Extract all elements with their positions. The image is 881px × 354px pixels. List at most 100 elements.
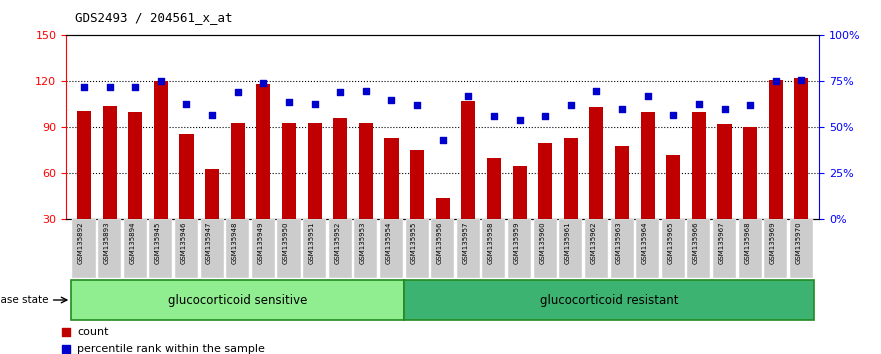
Text: GSM135951: GSM135951 (308, 221, 315, 264)
Bar (743, 127, 757, 219)
Text: GSM135962: GSM135962 (590, 221, 596, 264)
Bar (180, 133, 194, 219)
Point (333, 90, 347, 95)
Bar (615, 146, 629, 219)
Bar (487, 158, 501, 219)
Bar (713, 219, 736, 278)
Bar (764, 219, 788, 278)
Text: GSM135956: GSM135956 (437, 221, 443, 264)
Text: count: count (78, 327, 108, 337)
Text: glucocorticoid sensitive: glucocorticoid sensitive (168, 293, 307, 307)
Bar (102, 106, 116, 219)
Text: GSM135963: GSM135963 (616, 221, 622, 264)
Text: GSM135954: GSM135954 (386, 221, 391, 264)
Text: GDS2493 / 204561_x_at: GDS2493 / 204561_x_at (75, 11, 233, 24)
Point (282, 99, 296, 104)
Text: glucocorticoid resistant: glucocorticoid resistant (540, 293, 678, 307)
Point (307, 101, 322, 106)
Text: GSM135893: GSM135893 (104, 221, 109, 264)
Bar (205, 169, 219, 219)
Bar (534, 219, 557, 278)
Point (462, 93, 476, 99)
Point (769, 79, 783, 84)
Point (538, 114, 552, 119)
Point (351, 132, 365, 138)
Point (231, 90, 245, 95)
Bar (226, 219, 249, 278)
Bar (256, 85, 270, 219)
Bar (154, 81, 168, 219)
Bar (513, 166, 527, 219)
Point (513, 117, 527, 123)
Bar (405, 219, 429, 278)
Bar (611, 219, 633, 278)
Point (129, 84, 143, 90)
Text: GSM135966: GSM135966 (693, 221, 699, 264)
Text: GSM135957: GSM135957 (463, 221, 469, 264)
Point (351, 292, 365, 297)
Bar (123, 219, 147, 278)
Text: GSM135892: GSM135892 (78, 221, 84, 264)
Point (384, 97, 398, 103)
Bar (278, 219, 300, 278)
Text: GSM135947: GSM135947 (206, 221, 212, 264)
Text: GSM135946: GSM135946 (181, 221, 187, 264)
Bar (692, 112, 706, 219)
Bar (380, 219, 403, 278)
Point (640, 93, 655, 99)
Text: GSM135950: GSM135950 (283, 221, 289, 264)
Text: disease state: disease state (0, 295, 48, 305)
Bar (462, 101, 476, 219)
Point (666, 112, 680, 118)
Text: GSM135969: GSM135969 (770, 221, 776, 264)
Text: GSM135945: GSM135945 (155, 221, 161, 264)
Bar (483, 219, 506, 278)
Bar (538, 143, 552, 219)
Point (410, 103, 424, 108)
Text: GSM135948: GSM135948 (232, 221, 238, 264)
Point (564, 103, 578, 108)
Bar (333, 118, 347, 219)
Bar (687, 219, 710, 278)
Bar (404, 280, 814, 320)
Bar (72, 219, 95, 278)
Text: GSM135968: GSM135968 (744, 221, 750, 264)
Point (615, 106, 629, 112)
Point (435, 137, 449, 143)
Point (692, 101, 706, 106)
Point (180, 101, 194, 106)
Text: GSM135949: GSM135949 (257, 221, 263, 264)
Point (589, 88, 603, 93)
Text: GSM135894: GSM135894 (130, 221, 136, 264)
Point (256, 80, 270, 86)
Text: GSM135970: GSM135970 (796, 221, 802, 264)
Bar (738, 219, 762, 278)
Bar (307, 123, 322, 219)
Bar (231, 123, 245, 219)
Bar (282, 123, 296, 219)
Text: GSM135967: GSM135967 (719, 221, 724, 264)
Bar (175, 219, 198, 278)
Bar (354, 219, 377, 278)
Bar (456, 219, 480, 278)
Text: GSM135961: GSM135961 (565, 221, 571, 264)
Bar (129, 112, 143, 219)
Bar (329, 219, 352, 278)
Bar (252, 219, 275, 278)
Bar (636, 219, 659, 278)
Point (487, 114, 501, 119)
Point (102, 84, 116, 90)
Text: GSM135959: GSM135959 (514, 221, 520, 264)
Text: GSM135964: GSM135964 (641, 221, 648, 264)
Bar (384, 138, 398, 219)
Bar (150, 219, 173, 278)
Bar (666, 155, 680, 219)
Point (205, 112, 219, 118)
Bar (431, 219, 455, 278)
Bar (795, 78, 809, 219)
Bar (769, 80, 783, 219)
Bar (717, 124, 731, 219)
Point (154, 79, 168, 84)
Text: GSM135953: GSM135953 (359, 221, 366, 264)
Point (77, 84, 91, 90)
